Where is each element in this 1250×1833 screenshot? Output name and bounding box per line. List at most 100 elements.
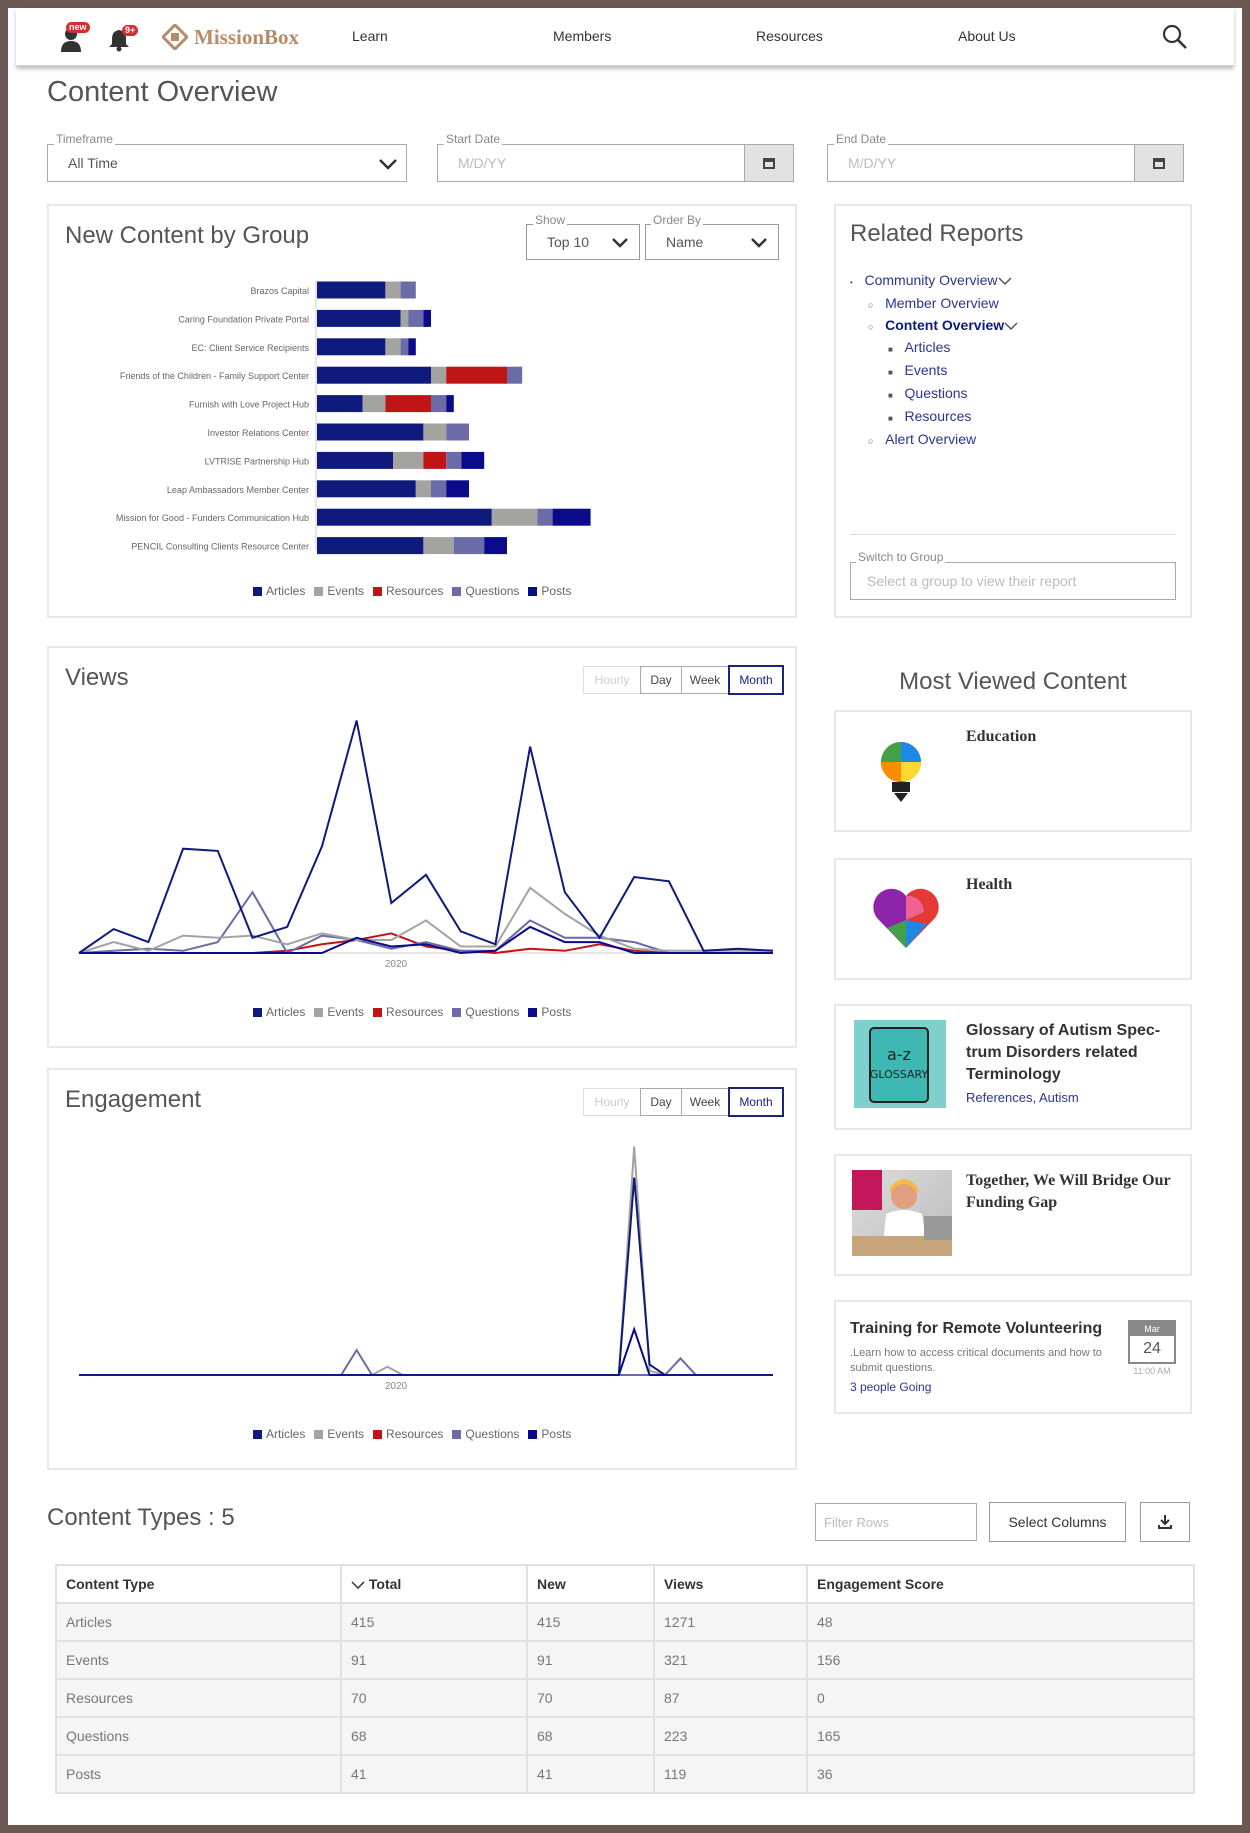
nav-members[interactable]: Members	[553, 28, 612, 44]
bar-questions[interactable]	[431, 395, 447, 413]
card-tags[interactable]: References, Autism	[966, 1090, 1079, 1105]
nav-resources[interactable]: Resources	[756, 28, 823, 44]
legend-item-posts[interactable]: Posts	[528, 1427, 571, 1441]
search-icon[interactable]	[1162, 24, 1188, 55]
bar-events[interactable]	[415, 480, 431, 498]
link-questions[interactable]: ■ Questions	[888, 385, 968, 401]
start-date-input[interactable]: M/D/YY	[437, 144, 747, 182]
line-events[interactable]	[78, 886, 773, 954]
legend-item-articles[interactable]: Articles	[253, 1427, 305, 1441]
link-articles[interactable]: ■ Articles	[888, 339, 951, 355]
header-total[interactable]: Total	[340, 1564, 528, 1604]
legend-item-questions[interactable]: Questions	[452, 584, 519, 598]
bar-articles[interactable]	[317, 480, 416, 498]
bar-events[interactable]	[491, 508, 538, 526]
bar-articles[interactable]	[317, 338, 386, 356]
legend-item-articles[interactable]: Articles	[253, 1005, 305, 1019]
event-card[interactable]: Training for Remote Volunteering .Learn …	[834, 1300, 1192, 1414]
end-date-calendar-button[interactable]	[1134, 144, 1184, 182]
bar-posts[interactable]	[423, 309, 431, 327]
bar-posts[interactable]	[446, 395, 454, 413]
link-community-overview[interactable]: • Community Overview	[850, 270, 1012, 293]
week-button[interactable]: Week	[681, 666, 729, 694]
bar-events[interactable]	[393, 451, 424, 469]
line-posts[interactable]	[79, 1326, 773, 1376]
line-questions[interactable]	[79, 1348, 773, 1376]
legend-item-resources[interactable]: Resources	[373, 1427, 443, 1441]
table-row[interactable]: Posts 41 41 119 36	[55, 1754, 1195, 1794]
table-row[interactable]: Resources 70 70 87 0	[55, 1678, 1195, 1718]
show-select[interactable]: Top 10	[526, 224, 640, 260]
month-button[interactable]: Month	[728, 1087, 784, 1117]
bar-articles[interactable]	[317, 537, 424, 555]
legend-item-events[interactable]: Events	[314, 584, 364, 598]
bar-posts[interactable]	[408, 338, 416, 356]
content-card[interactable]: Education	[834, 710, 1192, 832]
nav-about-us[interactable]: About Us	[958, 28, 1016, 44]
link-member-overview[interactable]: ○ Member Overview	[868, 295, 999, 311]
bar-questions[interactable]	[537, 508, 553, 526]
bell-icon[interactable]: 9+	[108, 25, 139, 57]
bar-questions[interactable]	[400, 338, 409, 356]
legend-item-resources[interactable]: Resources	[373, 1005, 443, 1019]
link-resources[interactable]: ■ Resources	[888, 408, 972, 424]
content-card[interactable]: a-z GLOSSARY Glossary of Autism Spec-trum…	[834, 1004, 1192, 1130]
bar-questions[interactable]	[446, 451, 462, 469]
bar-articles[interactable]	[317, 508, 492, 526]
bar-questions[interactable]	[431, 480, 447, 498]
line-articles[interactable]	[78, 720, 774, 954]
content-card[interactable]: Together, We Will Bridge Our Funding Gap	[834, 1154, 1192, 1276]
bar-resources[interactable]	[423, 451, 447, 469]
legend-item-events[interactable]: Events	[314, 1427, 364, 1441]
legend-item-resources[interactable]: Resources	[373, 584, 443, 598]
filter-rows-input[interactable]: Filter Rows	[815, 1503, 977, 1541]
header-new[interactable]: New	[526, 1564, 655, 1604]
hourly-button[interactable]: Hourly	[583, 1088, 641, 1116]
logo[interactable]: MissionBox	[162, 24, 299, 50]
week-button[interactable]: Week	[681, 1088, 729, 1116]
bar-events[interactable]	[423, 423, 447, 441]
content-card[interactable]: Health	[834, 858, 1192, 980]
table-row[interactable]: Questions 68 68 223 165	[55, 1716, 1195, 1756]
bar-questions[interactable]	[400, 281, 416, 299]
bar-questions[interactable]	[453, 537, 485, 555]
legend-item-posts[interactable]: Posts	[528, 584, 571, 598]
link-alert-overview[interactable]: ○ Alert Overview	[868, 431, 977, 447]
bar-events[interactable]	[385, 281, 401, 299]
link-events[interactable]: ■ Events	[888, 362, 948, 378]
legend-item-questions[interactable]: Questions	[452, 1427, 519, 1441]
table-row[interactable]: Articles 415 415 1271 48	[55, 1602, 1195, 1642]
legend-item-events[interactable]: Events	[314, 1005, 364, 1019]
bar-posts[interactable]	[552, 508, 591, 526]
bar-articles[interactable]	[317, 309, 401, 327]
bar-resources[interactable]	[446, 366, 507, 384]
legend-item-articles[interactable]: Articles	[253, 584, 305, 598]
header-content-type[interactable]: Content Type	[55, 1564, 342, 1604]
bar-events[interactable]	[400, 309, 409, 327]
event-attendees[interactable]: 3 people Going	[850, 1380, 932, 1394]
bar-events[interactable]	[385, 338, 401, 356]
profile-icon[interactable]: new	[60, 22, 90, 57]
line-events[interactable]	[79, 1146, 773, 1376]
legend-item-posts[interactable]: Posts	[528, 1005, 571, 1019]
switch-group-input[interactable]: Select a group to view their report	[850, 562, 1176, 600]
bar-articles[interactable]	[317, 451, 393, 469]
bar-questions[interactable]	[507, 366, 523, 384]
start-date-calendar-button[interactable]	[744, 144, 794, 182]
select-columns-button[interactable]: Select Columns	[989, 1502, 1126, 1542]
header-views[interactable]: Views	[653, 1564, 808, 1604]
bar-articles[interactable]	[317, 281, 386, 299]
table-row[interactable]: Events 91 91 321 156	[55, 1640, 1195, 1680]
bar-questions[interactable]	[446, 423, 469, 441]
bar-posts[interactable]	[484, 537, 507, 555]
download-button[interactable]	[1140, 1502, 1190, 1542]
line-articles[interactable]	[79, 1177, 773, 1376]
hourly-button[interactable]: Hourly	[583, 666, 641, 694]
bar-events[interactable]	[431, 366, 447, 384]
bar-events[interactable]	[362, 395, 386, 413]
nav-learn[interactable]: Learn	[352, 28, 388, 44]
bar-articles[interactable]	[317, 366, 431, 384]
header-engagement-score[interactable]: Engagement Score	[806, 1564, 1195, 1604]
link-content-overview[interactable]: ○ Content Overview	[868, 315, 1030, 337]
bar-posts[interactable]	[446, 480, 469, 498]
